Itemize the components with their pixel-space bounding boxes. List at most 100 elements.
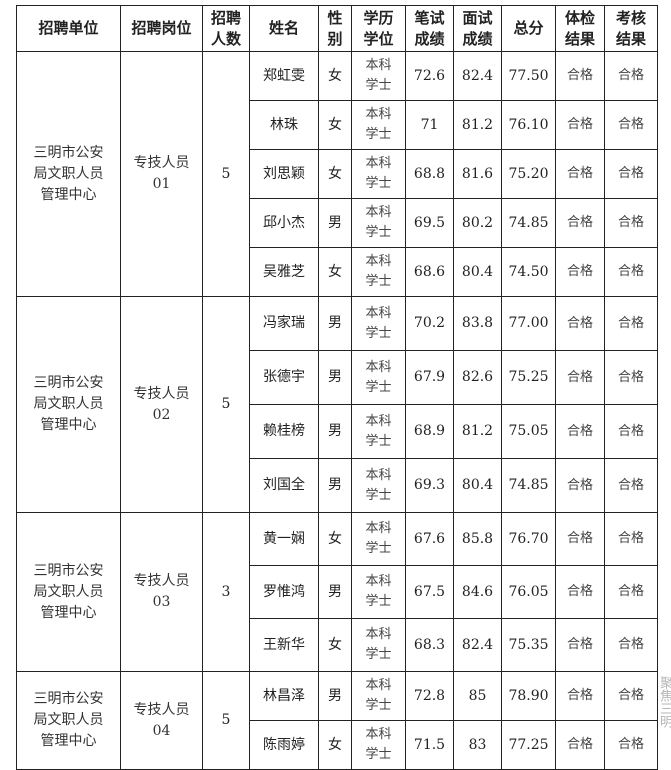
total-score-cell: 78.90 (501, 671, 556, 721)
medical-result-cell-text: 合格 (566, 737, 593, 752)
interview-score-cell-text: 80.4 (461, 477, 494, 493)
gender-cell: 女 (318, 51, 352, 101)
assessment-result-cell-text: 合格 (617, 531, 644, 546)
interview-score-cell-text: 80.4 (461, 263, 494, 280)
written-score-cell: 68.8 (405, 149, 454, 199)
written-score-cell: 71 (405, 100, 454, 150)
gender-cell: 男 (318, 296, 352, 351)
total-score-cell: 76.70 (501, 512, 556, 566)
total-score-cell: 74.85 (501, 198, 556, 248)
post-cell-text: 02 (152, 406, 171, 423)
assessment-result-cell: 合格 (604, 671, 658, 721)
column-header: 招聘单位 (16, 5, 121, 52)
total-score-cell: 76.05 (501, 565, 556, 619)
medical-result-cell: 合格 (555, 565, 605, 619)
interview-score-cell-text: 82.4 (461, 67, 494, 84)
interview-score-cell: 80.4 (453, 458, 502, 513)
education-cell-text: 学士 (365, 176, 392, 191)
interview-score-cell: 83 (453, 720, 502, 770)
total-score-cell: 74.85 (501, 458, 556, 513)
name-cell: 张德宇 (249, 350, 319, 405)
assessment-result-cell-text: 合格 (617, 423, 644, 439)
name-cell-text: 冯家瑞 (263, 315, 305, 331)
total-score-cell: 74.50 (501, 247, 556, 297)
name-cell-text: 罗惟鸿 (263, 583, 305, 600)
interview-score-cell-text: 83 (468, 736, 487, 753)
interview-score-cell-text: 82.4 (461, 636, 494, 653)
gender-cell: 女 (318, 100, 352, 150)
education-cell: 本科 学士 (351, 100, 406, 150)
gender-cell: 男 (318, 458, 352, 513)
education-cell-text: 学士 (365, 541, 392, 556)
medical-result-cell: 合格 (555, 720, 605, 770)
post-cell: 专技人员 01 (120, 51, 203, 297)
name-cell-text: 刘思颖 (263, 165, 305, 182)
written-score-cell: 70.2 (405, 296, 454, 351)
column-header-text: 体检 (564, 8, 595, 27)
post-cell: 专技人员 03 (120, 512, 203, 672)
written-score-cell-text: 67.5 (413, 583, 446, 600)
education-cell-text: 学士 (365, 433, 392, 449)
gender-cell-text: 女 (328, 116, 342, 133)
education-cell-text: 本科 (365, 413, 392, 429)
assessment-result-cell: 合格 (604, 565, 658, 619)
education-cell-text: 学士 (365, 78, 392, 93)
medical-result-cell: 合格 (555, 512, 605, 566)
education-cell-text: 学士 (365, 274, 392, 289)
written-score-cell: 67.9 (405, 350, 454, 405)
watermark: 聚焦三明 (657, 676, 671, 728)
education-cell-text: 本科 (365, 107, 392, 122)
gender-cell: 女 (318, 512, 352, 566)
name-cell-text: 赖桂榜 (263, 423, 305, 439)
interview-score-cell-text: 83.8 (461, 315, 494, 331)
medical-result-cell-text: 合格 (566, 215, 593, 230)
gender-cell: 女 (318, 618, 352, 672)
education-cell-text: 本科 (365, 678, 392, 693)
gender-cell-text: 男 (328, 423, 342, 439)
unit-cell: 三明市公安 局文职人员 管理中心 (16, 296, 121, 513)
medical-result-cell-text: 合格 (566, 584, 593, 599)
total-score-cell-text: 74.85 (508, 477, 549, 493)
gender-cell-text: 男 (328, 214, 342, 231)
education-cell: 本科 学士 (351, 247, 406, 297)
unit-cell-text: 三明市公安 (33, 691, 104, 707)
name-cell-text: 张德宇 (263, 369, 305, 385)
results-table: 招聘单位 招聘岗位 招聘 人数 姓名性别学历 学位 笔试 成绩 面试 成绩 总分 体检 结果 考核 结果 三… (16, 5, 658, 770)
assessment-result-cell: 合格 (604, 512, 658, 566)
education-cell-text: 学士 (365, 225, 392, 240)
gender-cell-text: 男 (328, 687, 342, 704)
education-cell-text: 本科 (365, 305, 392, 321)
unit-cell-text: 管理中心 (40, 186, 97, 203)
column-header-text: 笔试 (414, 8, 445, 27)
medical-result-cell-text: 合格 (566, 637, 593, 652)
column-header-text: 成绩 (462, 29, 493, 48)
count-cell-text: 5 (221, 165, 231, 182)
table-row: 赖桂榜男本科 学士 68.9 81.2 75.05 合格 合格 (17, 404, 658, 459)
total-score-cell-text: 76.05 (508, 583, 549, 600)
written-score-cell: 69.3 (405, 458, 454, 513)
name-cell-text: 王新华 (263, 636, 305, 653)
education-cell: 本科 学士 (351, 618, 406, 672)
name-cell-text: 陈雨婷 (263, 736, 305, 753)
count-cell: 3 (202, 512, 250, 672)
medical-result-cell-text: 合格 (566, 264, 593, 279)
column-header-text: 成绩 (414, 29, 445, 48)
gender-cell-text: 女 (328, 67, 342, 84)
medical-result-cell-text: 合格 (566, 68, 593, 83)
name-cell: 赖桂榜 (249, 404, 319, 459)
unit-cell-text: 局文职人员 (33, 712, 104, 728)
name-cell: 陈雨婷 (249, 720, 319, 770)
medical-result-cell: 合格 (555, 404, 605, 459)
column-header: 姓名 (249, 5, 319, 52)
unit-cell-text: 三明市公安 (33, 375, 104, 391)
medical-result-cell: 合格 (555, 149, 605, 199)
column-header: 考核 结果 (604, 5, 658, 52)
column-header-text: 人数 (210, 29, 241, 48)
total-score-cell: 75.35 (501, 618, 556, 672)
column-header-text: 总分 (513, 19, 544, 37)
total-score-cell-text: 77.25 (508, 736, 549, 753)
written-score-cell: 69.5 (405, 198, 454, 248)
education-cell: 本科 学士 (351, 512, 406, 566)
gender-cell-text: 女 (328, 636, 342, 653)
column-header-text: 招聘 (210, 8, 241, 27)
